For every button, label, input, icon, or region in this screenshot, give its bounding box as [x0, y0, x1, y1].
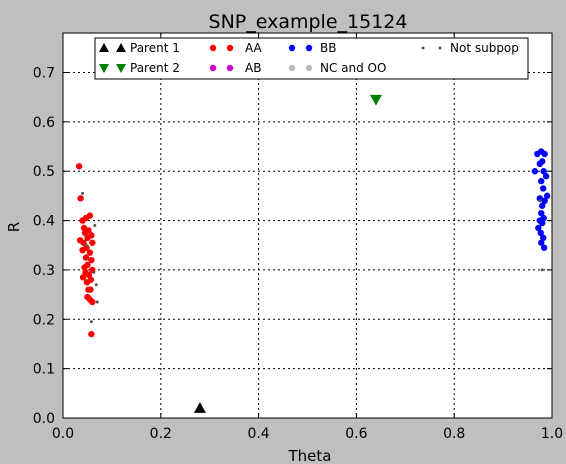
- x-axis-ticks: 0.0 0.2 0.4 0.6 0.8 1.0: [52, 33, 563, 442]
- y-tick-label: 0.6: [33, 115, 55, 131]
- parent-1-point: [193, 402, 206, 413]
- aa-point: [87, 286, 94, 293]
- aa-point: [88, 256, 95, 264]
- not-subpop-point: [89, 320, 93, 324]
- legend-marker-parent-1: [99, 43, 109, 52]
- bb-point: [539, 219, 546, 227]
- legend-label-ab: AB: [245, 61, 261, 75]
- data-points: [75, 94, 551, 413]
- x-tick-label: 0.0: [52, 426, 74, 442]
- legend-label-bb: BB: [320, 41, 336, 55]
- chart-title: SNP_example_15124: [209, 11, 408, 33]
- aa-point: [89, 298, 96, 306]
- legend: Parent 1 Parent 2 AA AB BB NC and OO Not subpo…: [94, 37, 529, 80]
- legend-marker-bb: [305, 44, 313, 52]
- aa-point: [81, 229, 89, 237]
- legend-marker-aa: [209, 44, 217, 52]
- x-tick-label: 1.0: [541, 426, 563, 442]
- aa-point: [83, 279, 91, 286]
- aa-point: [86, 212, 94, 219]
- y-axis-label: R: [5, 222, 23, 232]
- bb-point: [538, 239, 545, 246]
- legend-label-parent-1: Parent 1: [130, 41, 180, 55]
- aa-point: [79, 246, 86, 254]
- legend-marker-parent-2: [116, 64, 126, 73]
- bb-point: [531, 168, 539, 175]
- x-tick-label: 0.4: [247, 426, 269, 442]
- bb-point: [535, 224, 542, 232]
- legend-marker-parent-2: [99, 64, 109, 73]
- aa-point: [84, 234, 91, 242]
- not-subpop-point: [538, 199, 542, 203]
- plot-area: [62, 32, 553, 419]
- y-tick-label: 0.3: [33, 263, 55, 279]
- y-tick-label: 0.1: [33, 362, 55, 378]
- y-tick-label: 0.5: [33, 164, 55, 180]
- not-subpop-point: [95, 300, 99, 304]
- aa-point: [88, 330, 95, 338]
- legend-marker-ab: [226, 64, 234, 72]
- legend-marker-parent-1: [116, 43, 126, 52]
- bb-point: [539, 185, 547, 192]
- bb-point: [540, 168, 547, 175]
- not-subpop-point: [93, 224, 97, 227]
- not-subpop-point: [84, 243, 88, 247]
- legend-label-nc-and-oo: NC and OO: [320, 61, 386, 75]
- legend-marker-not-subpop: [438, 46, 442, 50]
- aa-point: [89, 239, 96, 246]
- bb-point: [542, 172, 550, 180]
- aa-point: [82, 254, 90, 261]
- bb-point: [543, 192, 551, 200]
- y-tick-label: 0.4: [33, 214, 55, 230]
- not-subpop-point: [540, 268, 544, 272]
- bb-point: [539, 234, 547, 242]
- x-tick-label: 0.8: [443, 426, 465, 442]
- bb-point: [539, 202, 546, 209]
- aa-point: [77, 195, 84, 202]
- aa-point: [80, 239, 87, 246]
- y-axis-ticks: 0.0 0.1 0.2 0.3 0.4 0.5 0.6 0.7: [33, 65, 552, 427]
- not-subpop-point: [92, 270, 96, 274]
- bb-point: [537, 229, 544, 237]
- aa-point: [81, 264, 88, 271]
- legend-marker-nc-and-oo: [305, 64, 313, 72]
- aa-point: [75, 163, 83, 170]
- x-tick-label: 0.6: [345, 426, 367, 442]
- not-subpop-point: [94, 283, 98, 287]
- bb-point: [538, 209, 545, 217]
- y-tick-label: 0.0: [33, 411, 55, 427]
- legend-box: [94, 37, 529, 80]
- legend-marker-ab: [209, 64, 217, 72]
- x-axis-label: Theta: [288, 447, 332, 464]
- bb-point: [540, 244, 548, 251]
- legend-label-aa: AA: [245, 41, 263, 55]
- x-tick-label: 0.2: [150, 426, 172, 442]
- parent-2-point: [369, 94, 382, 106]
- aa-point: [86, 249, 94, 256]
- bb-point: [536, 160, 543, 168]
- bb-point: [538, 177, 545, 185]
- y-tick-label: 0.2: [33, 312, 55, 328]
- aa-point: [79, 274, 87, 281]
- legend-marker-not-subpop: [421, 46, 425, 50]
- legend-label-not-subpop: Not subpop: [450, 41, 519, 55]
- legend-label-parent-2: Parent 2: [130, 61, 180, 75]
- aa-point: [85, 271, 93, 279]
- y-tick-label: 0.7: [33, 65, 55, 81]
- legend-marker-aa: [226, 44, 234, 52]
- legend-marker-bb: [288, 44, 296, 52]
- bb-point: [541, 197, 548, 205]
- not-subpop-point: [81, 191, 85, 195]
- bb-point: [541, 150, 548, 158]
- bb-point: [536, 195, 543, 202]
- legend-marker-nc-and-oo: [288, 64, 296, 72]
